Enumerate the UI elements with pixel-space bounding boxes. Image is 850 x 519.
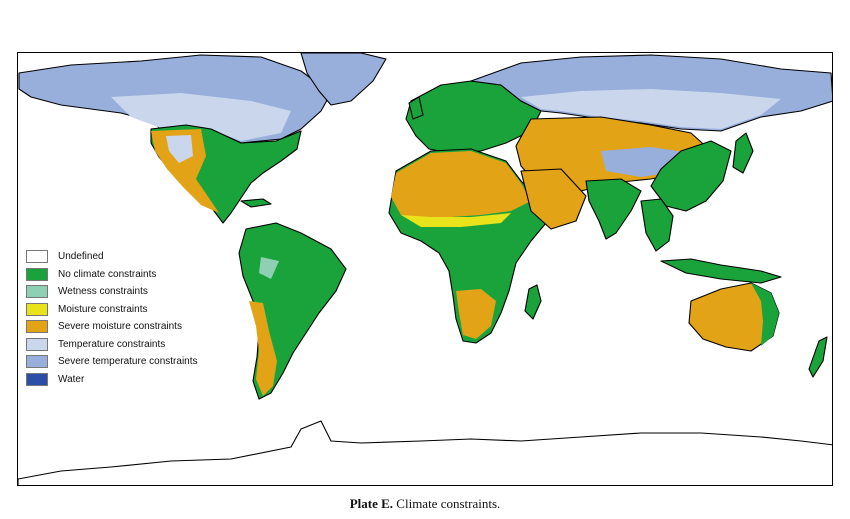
map-legend: Undefined No climate constraints Wetness c… xyxy=(26,248,236,388)
legend-swatch xyxy=(26,267,48,281)
caption-label: Plate E. xyxy=(349,496,394,511)
legend-label: Water xyxy=(58,373,85,385)
southeast-asia xyxy=(640,198,674,252)
australia-green-rim xyxy=(751,283,779,346)
legend-label: Moisture constraints xyxy=(58,303,148,315)
legend-swatch xyxy=(26,372,48,386)
caption-text: Climate constraints. xyxy=(393,496,501,511)
legend-item: Undefined xyxy=(26,248,236,266)
legend-swatch xyxy=(26,250,48,264)
legend-item: No climate constraints xyxy=(26,266,236,284)
greenland xyxy=(300,53,387,106)
legend-label: Wetness constraints xyxy=(58,286,148,298)
legend-item: Severe moisture constraints xyxy=(26,318,236,336)
legend-swatch xyxy=(26,285,48,299)
uk xyxy=(408,96,424,120)
sahara xyxy=(391,151,531,219)
legend-swatch xyxy=(26,337,48,351)
arabia xyxy=(520,168,587,230)
russia-temperature-band xyxy=(521,89,781,129)
southern-africa-arid xyxy=(456,289,496,339)
sahel-moisture xyxy=(401,213,511,227)
antarctica xyxy=(18,420,832,485)
cuba xyxy=(240,198,272,208)
usa-west-arid xyxy=(151,129,219,213)
legend-item: Moisture constraints xyxy=(26,301,236,319)
indonesia xyxy=(660,258,782,284)
world-map xyxy=(17,52,833,486)
japan xyxy=(732,132,754,174)
legend-swatch xyxy=(26,320,48,334)
legend-label: Temperature constraints xyxy=(58,338,166,350)
legend-swatch xyxy=(26,302,48,316)
india xyxy=(585,178,642,240)
legend-item: Temperature constraints xyxy=(26,336,236,354)
south-america-wetness xyxy=(259,257,279,279)
legend-label: No climate constraints xyxy=(58,268,157,280)
madagascar xyxy=(524,284,542,320)
new-zealand xyxy=(808,336,828,378)
plate-caption: Plate E. Climate constraints. xyxy=(0,496,850,512)
legend-label: Severe moisture constraints xyxy=(58,321,182,333)
legend-swatch xyxy=(26,355,48,369)
legend-item: Severe temperature constraints xyxy=(26,353,236,371)
north-america-temperate-band xyxy=(111,93,291,141)
legend-item: Water xyxy=(26,371,236,389)
south-america-arid-west xyxy=(249,301,277,396)
legend-label: Undefined xyxy=(58,251,104,263)
legend-item: Wetness constraints xyxy=(26,283,236,301)
usa-west-temperature xyxy=(166,135,193,163)
east-asia xyxy=(650,140,732,212)
legend-label: Severe temperature constraints xyxy=(58,356,198,368)
